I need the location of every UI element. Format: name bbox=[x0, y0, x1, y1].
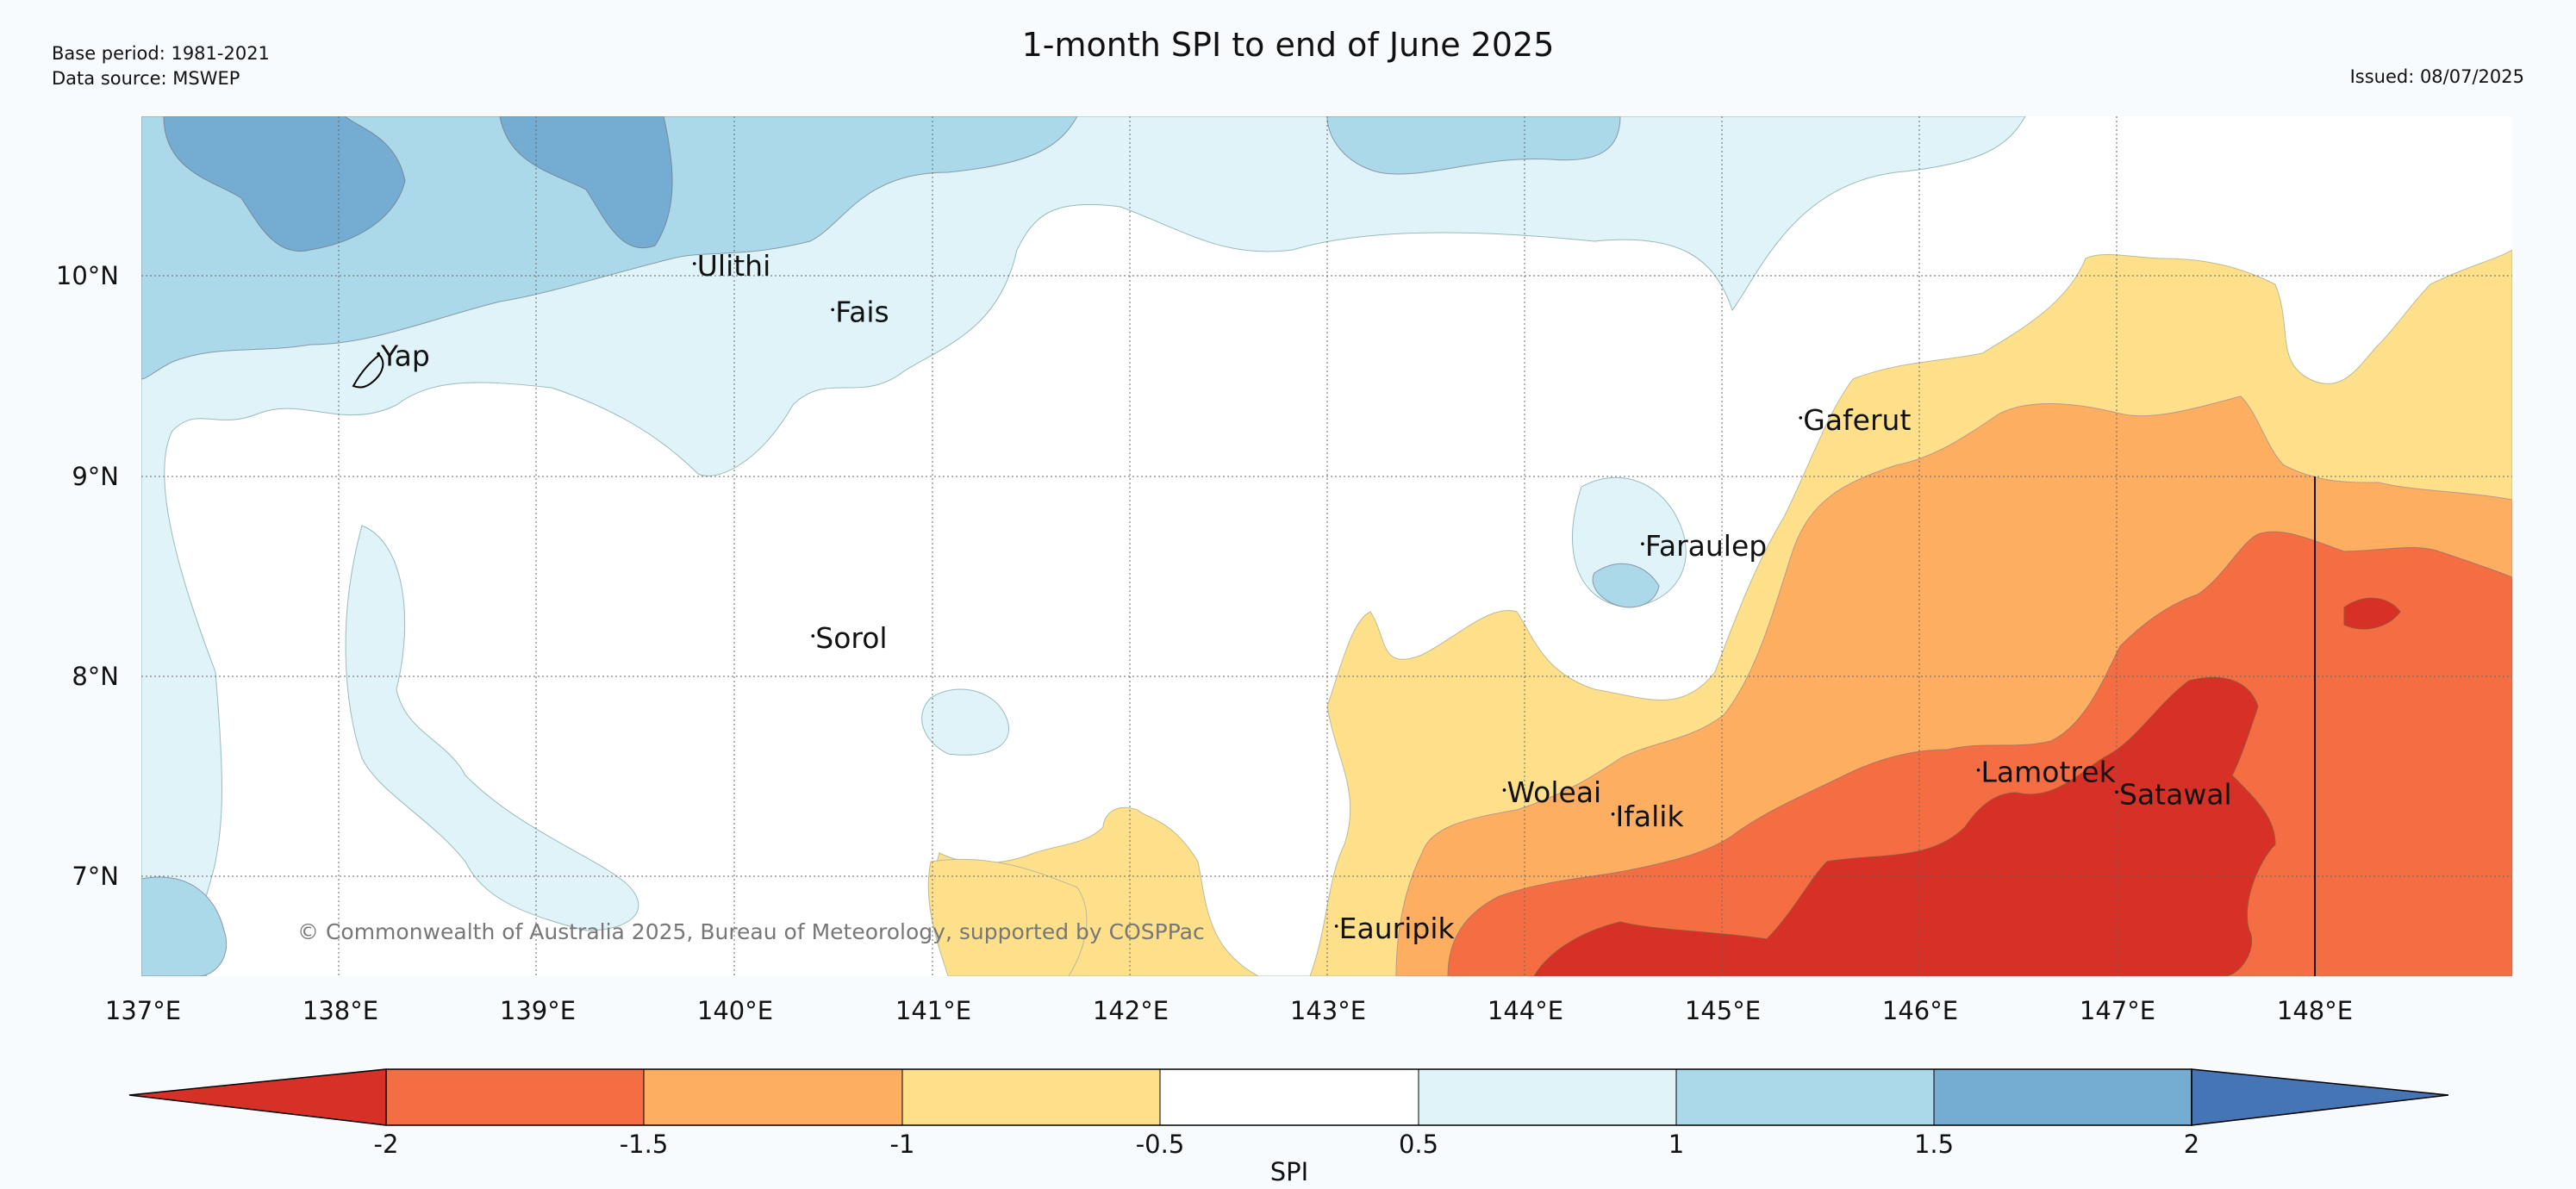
lat-tick: 7°N bbox=[72, 862, 119, 891]
colorbar-frame bbox=[385, 1068, 2192, 1126]
spi-field-wet-medium-sw bbox=[141, 876, 228, 976]
place-marker bbox=[831, 308, 834, 312]
colorbar-tick: -1.5 bbox=[620, 1130, 669, 1159]
colorbar-tick: 1.5 bbox=[1914, 1130, 1954, 1159]
colorbar-label: SPI bbox=[1270, 1157, 1308, 1186]
map-area bbox=[141, 116, 2512, 976]
spi-field-wet-light-isle2 bbox=[921, 688, 1009, 756]
colorbar-bin bbox=[902, 1069, 1160, 1125]
lon-tick: 147°E bbox=[2080, 996, 2155, 1025]
spi-field-wet-strong bbox=[163, 116, 406, 252]
issued-date: Issued: 08/07/2025 bbox=[2349, 66, 2524, 87]
colorbar-tick: 1 bbox=[1668, 1130, 1684, 1159]
lon-tick: 145°E bbox=[1685, 996, 1761, 1025]
colorbar-bin bbox=[644, 1069, 902, 1125]
metadata-left: Base period: 1981-2021 Data source: MSWE… bbox=[52, 41, 270, 91]
place-marker bbox=[377, 352, 380, 356]
lon-tick: 143°E bbox=[1290, 996, 1366, 1025]
base-period-text: Base period: 1981-2021 bbox=[52, 43, 270, 64]
lon-tick: 146°E bbox=[1882, 996, 1958, 1025]
place-marker bbox=[811, 634, 815, 638]
colorbar-tick: 0.5 bbox=[1399, 1130, 1438, 1159]
spi-field-wet-light bbox=[141, 116, 2026, 976]
lon-tick-labels: 137°E 138°E 139°E 140°E 141°E 142°E 143°… bbox=[105, 996, 2353, 1025]
place-label-ulithi: Ulithi bbox=[697, 249, 771, 283]
spi-field-wet-medium-isle bbox=[1592, 563, 1660, 608]
place-label-faraulep: Faraulep bbox=[1645, 529, 1767, 563]
lat-tick: 8°N bbox=[72, 662, 119, 691]
colorbar-bin bbox=[386, 1069, 644, 1125]
place-label-eauripik: Eauripik bbox=[1339, 912, 1456, 945]
copyright-text: © Commonwealth of Australia 2025, Bureau… bbox=[297, 919, 1205, 944]
colorbar-bin bbox=[1676, 1069, 1934, 1125]
place-label-satawal: Satawal bbox=[2119, 777, 2232, 811]
place-label-woleai: Woleai bbox=[1506, 775, 1601, 809]
lon-tick: 141°E bbox=[895, 996, 971, 1025]
place-marker bbox=[1611, 812, 1615, 816]
spi-field-dry-moderate-s bbox=[927, 858, 1088, 976]
lon-tick: 139°E bbox=[500, 996, 576, 1025]
place-labels: Yap Ulithi Fais Sorol Gaferut Faraulep Woleai I… bbox=[377, 249, 2232, 945]
yap-island-outline bbox=[352, 353, 384, 389]
place-marker bbox=[692, 262, 696, 265]
colorbar-bin bbox=[1419, 1069, 1676, 1125]
place-marker bbox=[1641, 542, 1644, 546]
graticule bbox=[141, 116, 2512, 976]
colorbar-bin bbox=[1934, 1069, 2192, 1125]
lat-tick-labels: 10°N 9°N 8°N 7°N bbox=[56, 261, 119, 891]
lon-tick: 140°E bbox=[697, 996, 773, 1025]
lon-tick: 138°E bbox=[303, 996, 378, 1025]
spi-field-dry-exceptional-e bbox=[2343, 597, 2401, 630]
lon-tick: 144°E bbox=[1488, 996, 1563, 1025]
colorbar-tick: -1 bbox=[890, 1130, 915, 1159]
colorbar-tick: 2 bbox=[2184, 1130, 2199, 1159]
spi-field-dry-exceptional bbox=[1533, 676, 2276, 976]
map-title: 1-month SPI to end of June 2025 bbox=[1021, 26, 1555, 64]
spi-field-wet-strong-2 bbox=[499, 116, 673, 248]
place-label-lamotrek: Lamotrek bbox=[1981, 756, 2117, 789]
place-marker bbox=[1799, 416, 1803, 420]
place-marker bbox=[1502, 788, 1506, 792]
data-source-text: Data source: MSWEP bbox=[52, 68, 240, 89]
lon-tick: 148°E bbox=[2277, 996, 2353, 1025]
place-marker bbox=[2115, 790, 2118, 794]
lon-tick: 137°E bbox=[105, 996, 181, 1025]
place-label-yap: Yap bbox=[380, 339, 430, 373]
colorbar: -2 -1.5 -1 -0.5 0.5 1 1.5 2 SPI bbox=[128, 1068, 2449, 1186]
place-label-gaferut: Gaferut bbox=[1803, 403, 1911, 437]
place-label-fais: Fais bbox=[835, 295, 889, 328]
lon-tick: 142°E bbox=[1093, 996, 1169, 1025]
spi-field-wet-medium-ne bbox=[1326, 116, 1621, 175]
colorbar-tick: -0.5 bbox=[1136, 1130, 1185, 1159]
place-marker bbox=[1334, 924, 1338, 928]
colorbar-tick: -2 bbox=[374, 1130, 399, 1159]
colorbar-extend-high bbox=[2191, 1068, 2449, 1126]
lat-tick: 9°N bbox=[72, 462, 119, 491]
colorbar-extend-low bbox=[128, 1068, 387, 1126]
place-label-sorol: Sorol bbox=[815, 621, 887, 655]
place-label-ifalik: Ifalik bbox=[1616, 800, 1685, 833]
lat-tick: 10°N bbox=[56, 261, 119, 290]
spi-field-wet-light-south bbox=[345, 525, 639, 931]
place-marker bbox=[1976, 768, 1980, 772]
colorbar-bin bbox=[1160, 1069, 1419, 1125]
